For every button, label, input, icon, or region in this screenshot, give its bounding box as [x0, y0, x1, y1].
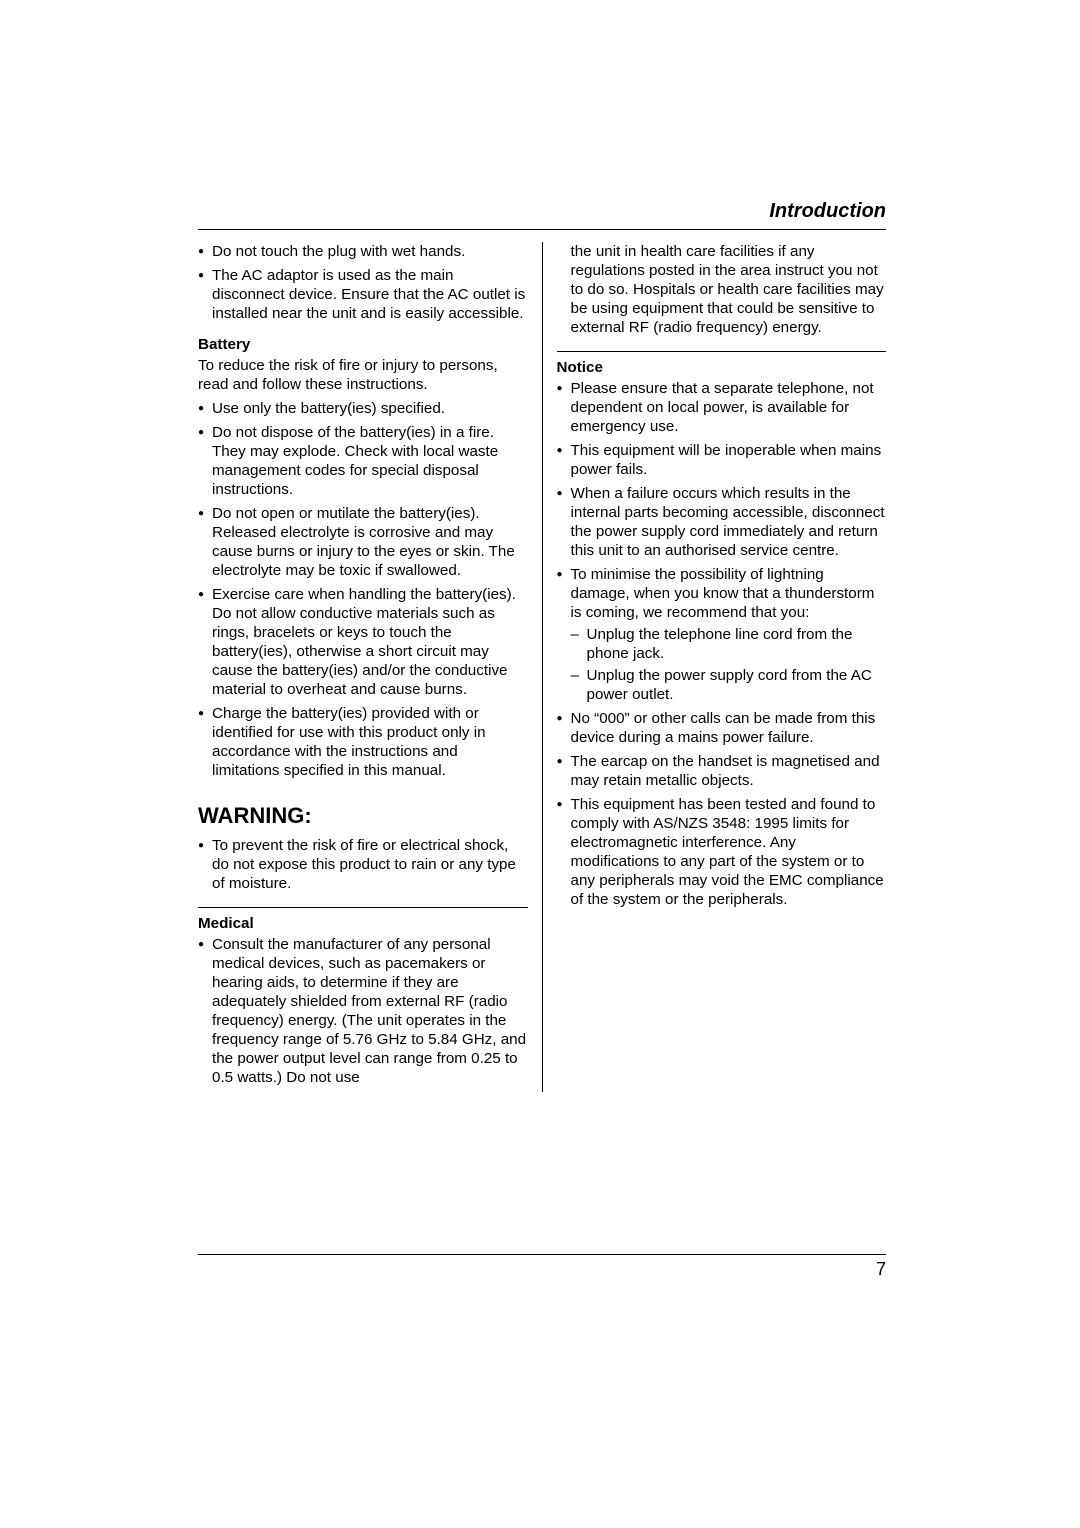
list-item: To minimise the possibility of lightning…: [557, 565, 887, 704]
list-item: Do not dispose of the battery(ies) in a …: [198, 423, 528, 499]
right-column: the unit in health care facilities if an…: [543, 242, 887, 1092]
sub-list-item: Unplug the telephone line cord from the …: [571, 625, 887, 663]
list-item: The AC adaptor is used as the main disco…: [198, 266, 528, 323]
left-column: Do not touch the plug with wet hands. Th…: [198, 242, 543, 1092]
top-bullet-list: Do not touch the plug with wet hands. Th…: [198, 242, 528, 323]
notice-heading: Notice: [557, 358, 887, 377]
list-item: Please ensure that a separate telephone,…: [557, 379, 887, 436]
two-column-layout: Do not touch the plug with wet hands. Th…: [198, 242, 886, 1092]
list-item-text: To minimise the possibility of lightning…: [571, 566, 875, 621]
medical-heading: Medical: [198, 914, 528, 933]
page-number: 7: [198, 1259, 886, 1280]
list-item: When a failure occurs which results in t…: [557, 484, 887, 560]
sub-list-item: Unplug the power supply cord from the AC…: [571, 666, 887, 704]
list-item: Consult the manufacturer of any personal…: [198, 935, 528, 1087]
sub-list: Unplug the telephone line cord from the …: [571, 625, 887, 704]
battery-intro: To reduce the risk of fire or injury to …: [198, 356, 528, 394]
list-item: Use only the battery(ies) specified.: [198, 399, 528, 418]
warning-bullet-list: To prevent the risk of fire or electrica…: [198, 836, 528, 893]
divider: [198, 907, 528, 908]
page-content: Introduction Do not touch the plug with …: [198, 200, 886, 1092]
divider: [557, 351, 887, 352]
header-rule: [198, 229, 886, 230]
list-item: This equipment will be inoperable when m…: [557, 441, 887, 479]
battery-bullet-list: Use only the battery(ies) specified. Do …: [198, 399, 528, 780]
footer-rule: [198, 1254, 886, 1255]
list-item: No “000” or other calls can be made from…: [557, 709, 887, 747]
page-footer: 7: [198, 1254, 886, 1280]
list-item: Exercise care when handling the battery(…: [198, 585, 528, 699]
list-item: Do not open or mutilate the battery(ies)…: [198, 504, 528, 580]
list-item: Do not touch the plug with wet hands.: [198, 242, 528, 261]
battery-heading: Battery: [198, 335, 528, 354]
list-item: To prevent the risk of fire or electrica…: [198, 836, 528, 893]
continuation-text: the unit in health care facilities if an…: [557, 242, 887, 337]
medical-bullet-list: Consult the manufacturer of any personal…: [198, 935, 528, 1087]
list-item: Charge the battery(ies) provided with or…: [198, 704, 528, 780]
section-header: Introduction: [198, 200, 886, 229]
warning-heading: WARNING:: [198, 802, 528, 830]
list-item: This equipment has been tested and found…: [557, 795, 887, 909]
list-item: The earcap on the handset is magnetised …: [557, 752, 887, 790]
notice-bullet-list: Please ensure that a separate telephone,…: [557, 379, 887, 909]
